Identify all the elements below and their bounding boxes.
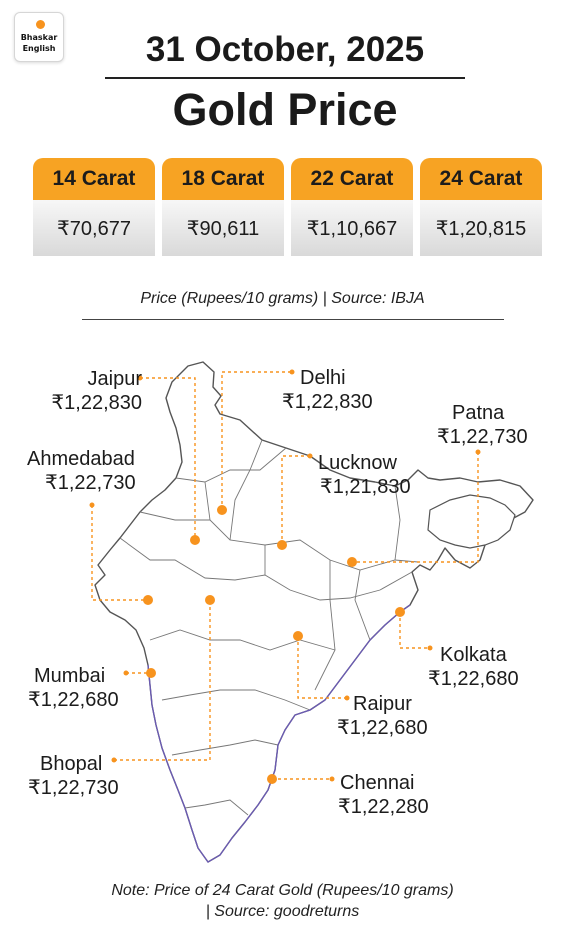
price-card-18k: 18 Carat ₹90,611 — [162, 158, 284, 256]
marker-kolkata — [395, 607, 405, 617]
city-label-lucknow: Lucknow ₹1,21,830 — [318, 451, 438, 499]
leader-line-kolkata — [399, 612, 430, 649]
city-name: Lucknow — [318, 452, 397, 474]
date-heading: 31 October, 2025 — [145, 30, 425, 69]
city-name: Raipur — [353, 693, 412, 715]
leader-end-raipur — [344, 695, 350, 701]
leader-end-chennai — [329, 776, 335, 782]
city-price: ₹1,22,730 — [45, 472, 136, 494]
leader-end-lucknow — [307, 453, 313, 459]
price-card-label: 22 Carat — [291, 158, 413, 200]
price-card-24k: 24 Carat ₹1,20,815 — [420, 158, 542, 256]
city-price: ₹1,21,830 — [320, 476, 411, 498]
marker-lucknow — [277, 540, 287, 550]
marker-jaipur — [190, 535, 200, 545]
northeast-region — [427, 494, 516, 549]
city-label-bhopal: Bhopal ₹1,22,730 — [28, 752, 148, 800]
leader-line-patna — [352, 452, 479, 563]
leader-end-mumbai — [123, 670, 129, 676]
city-label-kolkata: Kolkata ₹1,22,680 — [428, 643, 558, 691]
leader-end-patna — [475, 449, 481, 455]
marker-bhopal — [205, 595, 215, 605]
logo-dot-icon — [36, 20, 45, 29]
price-card-22k: 22 Carat ₹1,10,667 — [291, 158, 413, 256]
bhaskar-english-logo: Bhaskar English — [14, 12, 64, 62]
leader-end-jaipur — [137, 375, 143, 381]
city-label-patna: Patna ₹1,22,730 — [437, 401, 557, 449]
footer-note-line2: | Source: goodreturns — [205, 903, 360, 920]
coastline — [147, 604, 411, 863]
leader-end-kolkata — [427, 645, 433, 651]
city-name: Mumbai — [34, 665, 106, 687]
city-name: Patna — [452, 402, 505, 424]
city-price: ₹1,22,680 — [28, 689, 119, 711]
city-price: ₹1,22,830 — [51, 392, 142, 414]
city-price: ₹1,22,730 — [437, 426, 528, 448]
city-name: Bhopal — [40, 753, 103, 775]
leader-end-bhopal — [111, 757, 117, 763]
leader-line-delhi — [221, 371, 292, 510]
city-name: Chennai — [340, 772, 415, 794]
logo-text-line1: Bhaskar — [20, 33, 58, 42]
price-card-value: ₹1,10,667 — [291, 200, 413, 256]
leader-line-jaipur — [140, 377, 196, 540]
city-label-raipur: Raipur ₹1,22,680 — [337, 692, 457, 740]
leader-end-ahmedabad — [89, 502, 95, 508]
source-divider — [82, 319, 504, 320]
marker-chennai — [267, 774, 277, 784]
city-name: Ahmedabad — [27, 448, 135, 470]
city-label-chennai: Chennai ₹1,22,280 — [338, 771, 458, 819]
city-label-jaipur: Jaipur ₹1,22,830 — [51, 367, 142, 415]
city-label-ahmedabad: Ahmedabad ₹1,22,730 — [27, 447, 177, 495]
price-card-14k: 14 Carat ₹70,677 — [33, 158, 155, 256]
marker-patna — [347, 557, 357, 567]
price-card-value: ₹90,611 — [162, 200, 284, 256]
leader-line-raipur — [297, 636, 347, 699]
city-price: ₹1,22,680 — [337, 717, 428, 739]
leader-end-delhi — [289, 369, 295, 375]
city-price: ₹1,22,730 — [28, 777, 119, 799]
price-card-label: 18 Carat — [162, 158, 284, 200]
city-name: Delhi — [300, 367, 346, 389]
city-label-delhi: Delhi ₹1,22,830 — [282, 366, 402, 414]
city-price: ₹1,22,280 — [338, 796, 429, 818]
marker-raipur — [293, 631, 303, 641]
price-card-value: ₹70,677 — [33, 200, 155, 256]
footer-note-line1: Note: Price of 24 Carat Gold (Rupees/10 … — [111, 882, 454, 899]
page-title: Gold Price — [172, 84, 398, 135]
price-card-value: ₹1,20,815 — [420, 200, 542, 256]
marker-delhi — [217, 505, 227, 515]
leader-line-bhopal — [114, 600, 211, 761]
price-card-label: 14 Carat — [33, 158, 155, 200]
price-source-note: Price (Rupees/10 grams) | Source: IBJA — [140, 290, 425, 307]
city-name: Jaipur — [87, 368, 142, 390]
logo-text-line2: English — [22, 44, 56, 53]
city-label-mumbai: Mumbai ₹1,22,680 — [28, 664, 148, 712]
leader-line-ahmedabad — [91, 505, 148, 601]
city-price: ₹1,22,830 — [282, 391, 373, 413]
city-name: Kolkata — [440, 644, 507, 666]
price-card-label: 24 Carat — [420, 158, 542, 200]
marker-ahmedabad — [143, 595, 153, 605]
date-divider — [105, 77, 465, 79]
marker-mumbai — [146, 668, 156, 678]
city-price: ₹1,22,680 — [428, 668, 519, 690]
footer-note: Note: Price of 24 Carat Gold (Rupees/10 … — [40, 880, 525, 922]
